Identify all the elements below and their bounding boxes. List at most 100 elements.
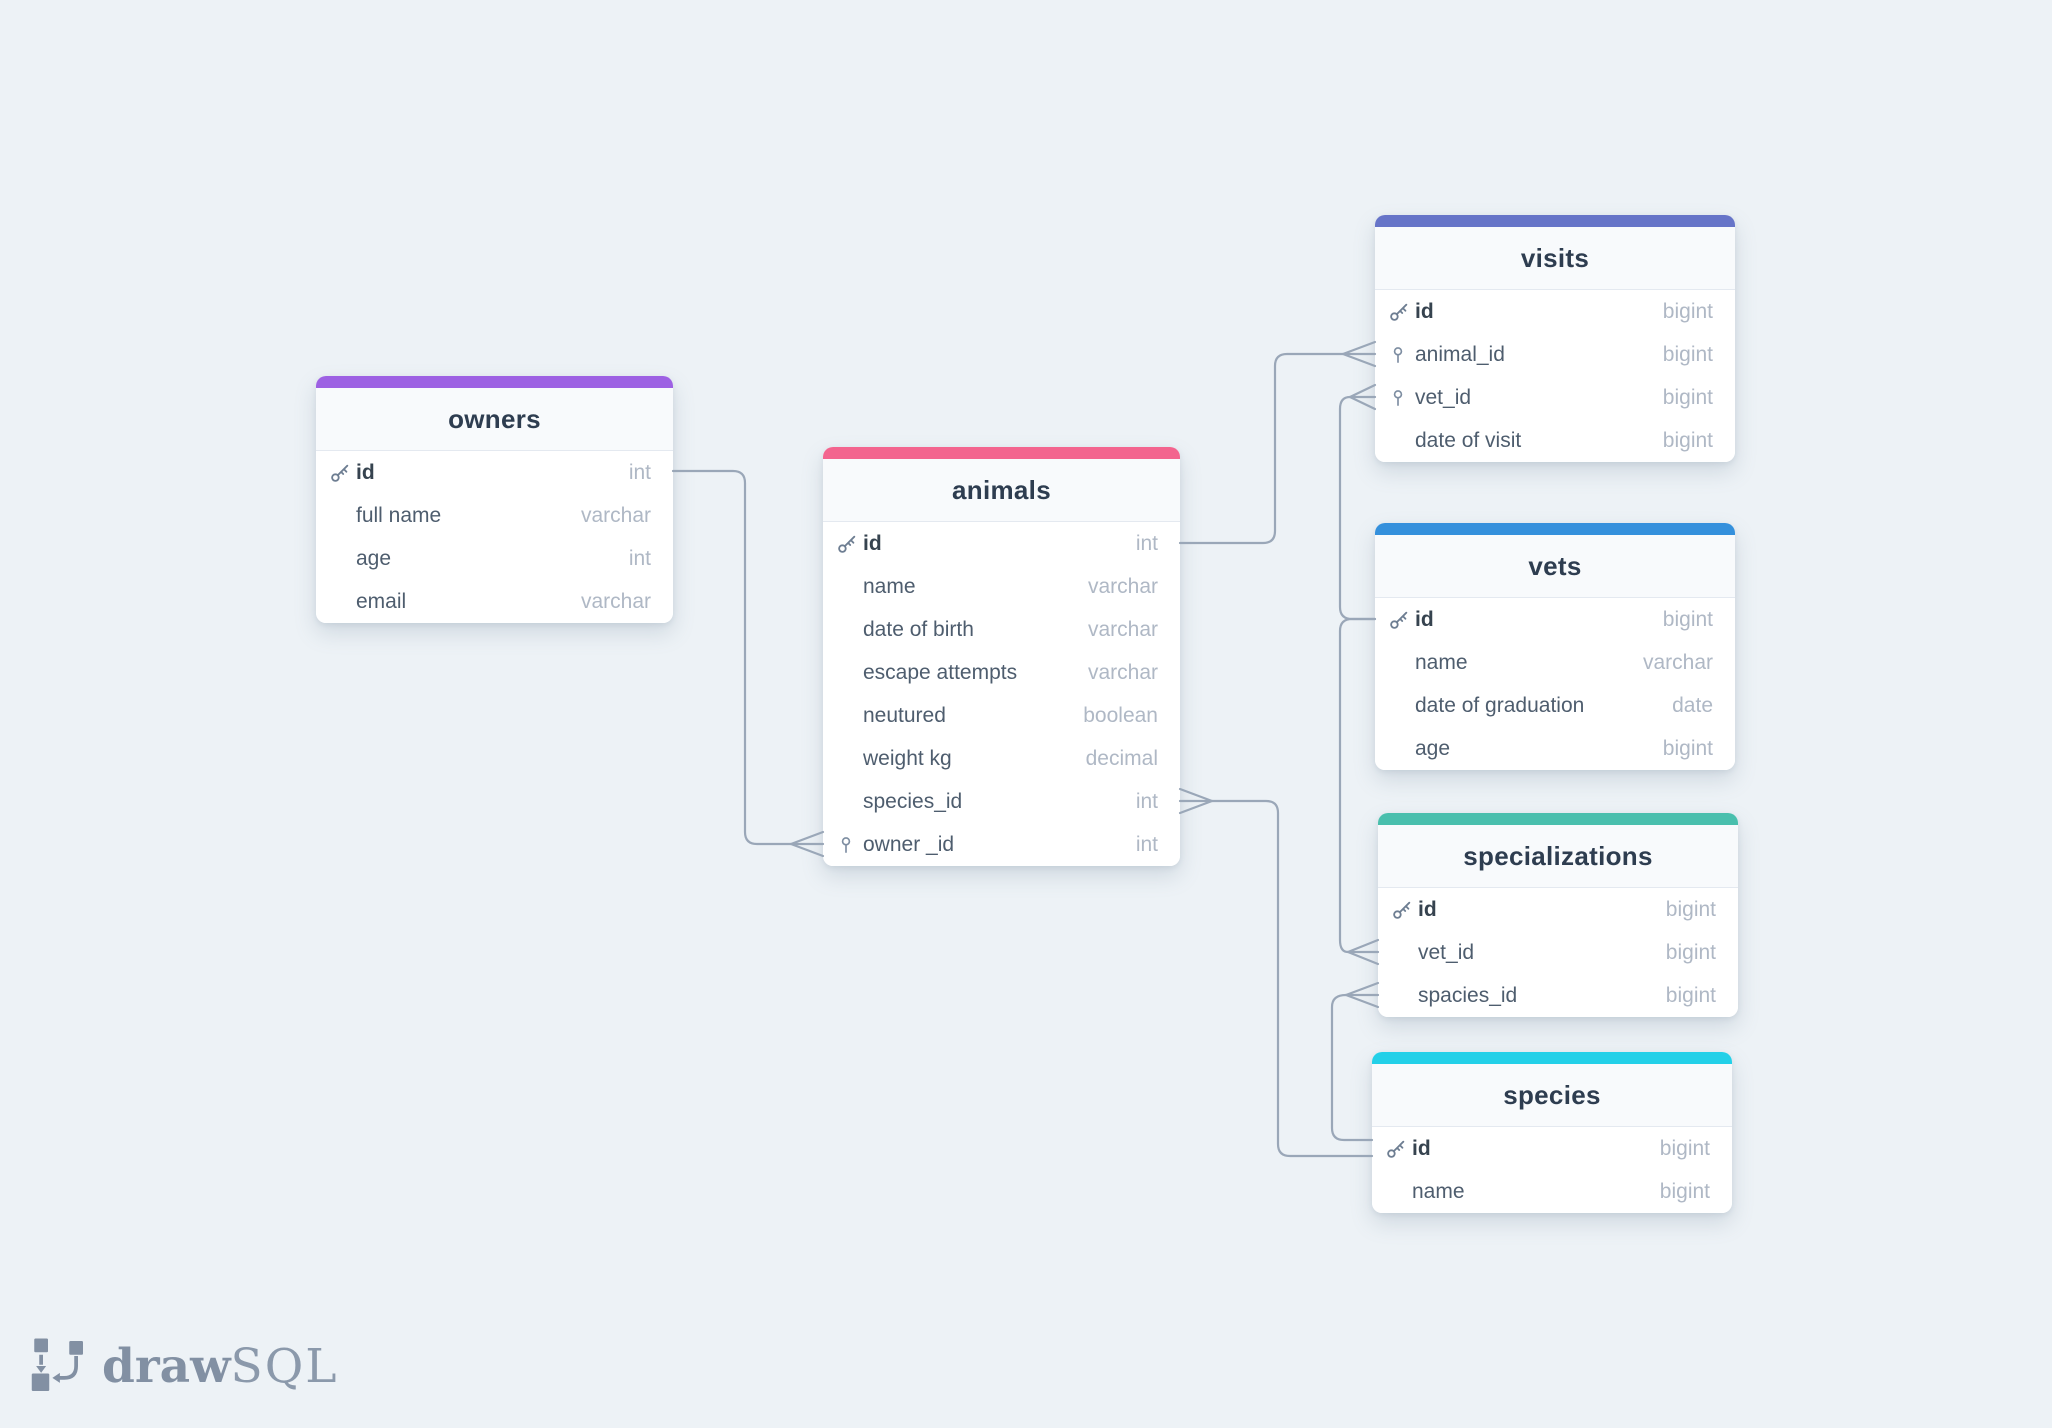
field-type: bigint (1665, 940, 1716, 964)
foreign-key-icon (1388, 345, 1415, 365)
field-name: date of visit (1415, 428, 1522, 452)
relation-vets-visits (1338, 383, 1377, 621)
field-row[interactable]: name bigint (1372, 1170, 1732, 1213)
field-type: int (1135, 832, 1158, 856)
field-type: boolean (1083, 703, 1158, 727)
field-type: varchar (1642, 650, 1713, 674)
table-visits[interactable]: visits id bigint animal_id bigint vet_id… (1375, 215, 1735, 462)
crow-foot-icon (789, 830, 825, 858)
crow-foot-icon (1178, 787, 1214, 815)
field-row[interactable]: spacies_id bigint (1378, 974, 1738, 1017)
table-accent-bar (316, 376, 673, 388)
field-type: bigint (1662, 428, 1713, 452)
field-type: varchar (1087, 574, 1158, 598)
primary-key-icon (1388, 301, 1415, 323)
field-row[interactable]: neutured boolean (823, 694, 1180, 737)
field-type: varchar (1087, 660, 1158, 684)
field-name: id (1418, 897, 1437, 921)
table-title: visits (1520, 242, 1590, 273)
field-name: name (863, 574, 916, 598)
field-type: decimal (1085, 746, 1158, 770)
field-name: name (1415, 650, 1468, 674)
field-type: bigint (1662, 736, 1713, 760)
field-name: id (1412, 1136, 1431, 1160)
field-type: int (628, 546, 651, 570)
field-row[interactable]: name varchar (823, 565, 1180, 608)
table-title: specializations (1463, 840, 1653, 871)
drawsql-logo-text: drawSQL (102, 1343, 339, 1390)
table-title: animals (952, 474, 1051, 505)
field-row[interactable]: vet_id bigint (1378, 931, 1738, 974)
field-name: id (1415, 607, 1434, 631)
field-name: id (1415, 299, 1434, 323)
field-name: date of graduation (1415, 693, 1585, 717)
relation-animals-visits (1178, 340, 1377, 545)
field-type: int (1135, 531, 1158, 555)
field-type: varchar (580, 589, 651, 613)
field-row[interactable]: id bigint (1372, 1127, 1732, 1170)
field-row[interactable]: vet_id bigint (1375, 376, 1735, 419)
field-name: full name (356, 503, 442, 527)
field-row[interactable]: age int (316, 537, 673, 580)
crow-foot-icon (1341, 340, 1377, 368)
table-header[interactable]: owners (316, 388, 673, 451)
field-row[interactable]: animal_id bigint (1375, 333, 1735, 376)
field-row[interactable]: age bigint (1375, 727, 1735, 770)
table-accent-bar (1375, 523, 1735, 535)
field-name: species_id (863, 789, 963, 813)
field-row[interactable]: id bigint (1375, 290, 1735, 333)
field-row[interactable]: id bigint (1375, 598, 1735, 641)
table-owners[interactable]: owners id int full name varchar age int … (316, 376, 673, 623)
field-type: varchar (580, 503, 651, 527)
table-header[interactable]: species (1372, 1064, 1732, 1127)
field-row[interactable]: date of birth varchar (823, 608, 1180, 651)
field-type: bigint (1662, 299, 1713, 323)
relation-vets-specializations (1338, 617, 1380, 966)
field-name: id (356, 460, 375, 484)
field-type: date (1672, 693, 1713, 717)
table-header[interactable]: animals (823, 459, 1180, 522)
foreign-key-icon (1388, 388, 1415, 408)
crow-foot-icon (1348, 383, 1377, 411)
crow-foot-icon (1344, 981, 1380, 1009)
primary-key-icon (1385, 1138, 1412, 1160)
field-row[interactable]: date of graduation date (1375, 684, 1735, 727)
foreign-key-icon (836, 835, 863, 855)
field-row[interactable]: email varchar (316, 580, 673, 623)
field-type: bigint (1665, 897, 1716, 921)
primary-key-icon (836, 533, 863, 555)
table-vets[interactable]: vets id bigint name varchar date of grad… (1375, 523, 1735, 770)
field-type: int (628, 460, 651, 484)
field-row[interactable]: escape attempts varchar (823, 651, 1180, 694)
drawsql-logo-icon (31, 1338, 83, 1391)
field-row[interactable]: date of visit bigint (1375, 419, 1735, 462)
table-title: species (1503, 1079, 1601, 1110)
table-specializations[interactable]: specializations id bigint vet_id bigint … (1378, 813, 1738, 1017)
table-animals[interactable]: animals id int name varchar date of birt… (823, 447, 1180, 866)
field-row[interactable]: full name varchar (316, 494, 673, 537)
field-row[interactable]: id int (316, 451, 673, 494)
field-row[interactable]: id int (823, 522, 1180, 565)
table-accent-bar (1375, 215, 1735, 227)
table-accent-bar (823, 447, 1180, 459)
field-row[interactable]: id bigint (1378, 888, 1738, 931)
field-row[interactable]: weight kg decimal (823, 737, 1180, 780)
field-name: animal_id (1415, 342, 1505, 366)
table-header[interactable]: vets (1375, 535, 1735, 598)
table-header[interactable]: specializations (1378, 825, 1738, 888)
table-header[interactable]: visits (1375, 227, 1735, 290)
field-name: escape attempts (863, 660, 1018, 684)
table-title: owners (448, 403, 541, 434)
field-name: owner _id (863, 832, 955, 856)
field-name: age (356, 546, 392, 570)
field-row[interactable]: name varchar (1375, 641, 1735, 684)
field-row[interactable]: owner _id int (823, 823, 1180, 866)
field-row[interactable]: species_id int (823, 780, 1180, 823)
table-species[interactable]: species id bigint name bigint (1372, 1052, 1732, 1213)
field-name: name (1412, 1179, 1465, 1203)
field-type: bigint (1665, 983, 1716, 1007)
field-type: bigint (1662, 607, 1713, 631)
field-type: bigint (1659, 1136, 1710, 1160)
relation-owners-animals (671, 469, 825, 858)
